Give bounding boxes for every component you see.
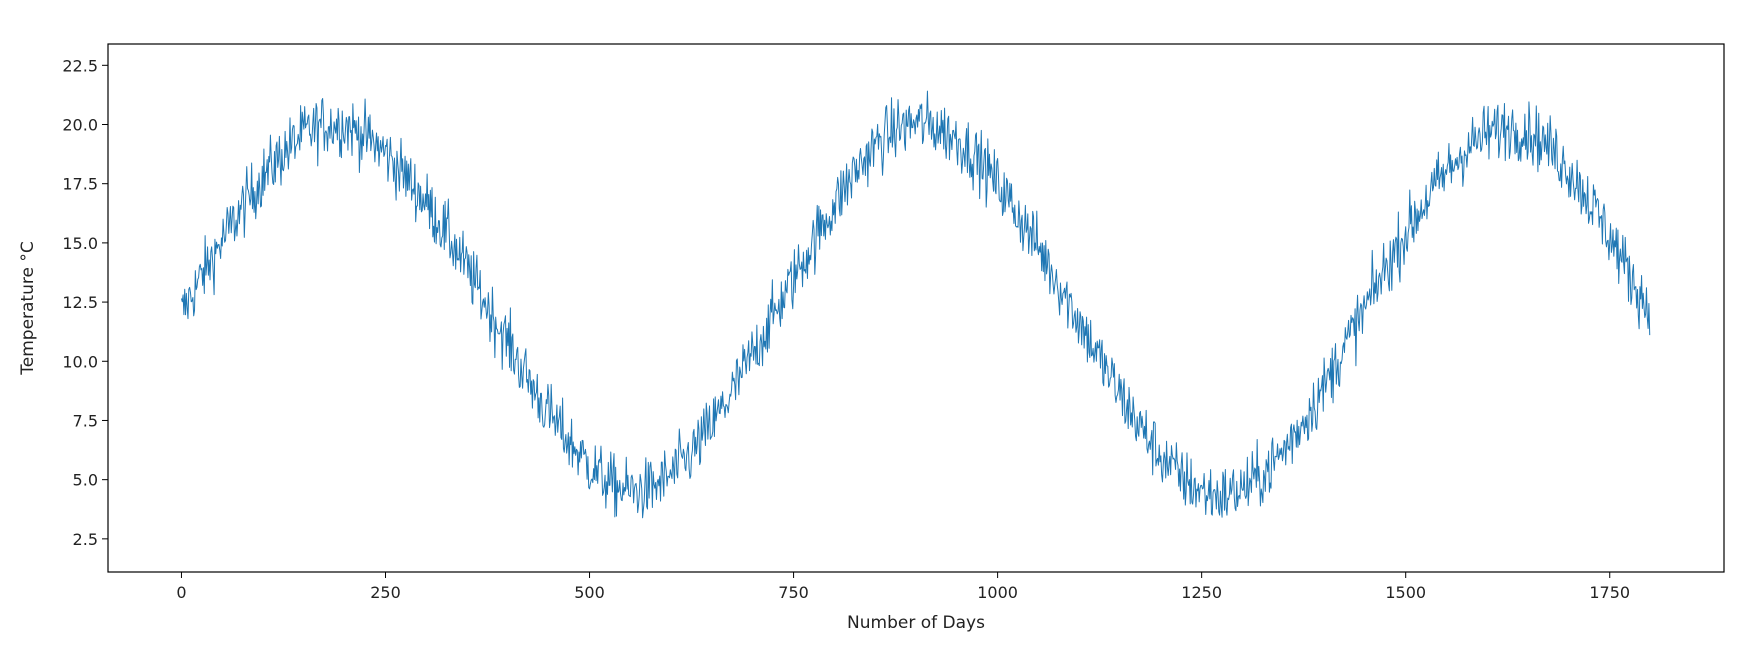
y-tick-label: 22.5 (62, 56, 98, 75)
x-tick-label: 500 (574, 583, 605, 602)
y-tick-label: 20.0 (62, 116, 98, 135)
x-tick-label: 250 (370, 583, 401, 602)
y-tick-label: 12.5 (62, 293, 98, 312)
x-tick-label: 750 (778, 583, 809, 602)
plot-background (108, 44, 1724, 572)
x-tick-label: 1500 (1385, 583, 1426, 602)
x-tick-label: 1000 (977, 583, 1018, 602)
y-tick-label: 10.0 (62, 352, 98, 371)
y-tick-label: 17.5 (62, 175, 98, 194)
x-tick-label: 1750 (1589, 583, 1630, 602)
x-tick-label: 1250 (1181, 583, 1222, 602)
x-tick-label: 0 (176, 583, 186, 602)
x-axis-label: Number of Days (847, 613, 985, 633)
y-tick-label: 15.0 (62, 234, 98, 253)
y-tick-label: 5.0 (73, 471, 98, 490)
y-tick-label: 7.5 (73, 411, 98, 430)
y-tick-label: 2.5 (73, 530, 98, 549)
y-axis-label: Temperature °C (18, 241, 38, 375)
x-axis: 0 250 500 750 1000 1250 1500 1750 (176, 572, 1630, 602)
series-layer (180, 90, 1651, 519)
plot-frame (107, 43, 1725, 573)
temperature-series-line (180, 90, 1651, 519)
y-axis: 2.5 5.0 7.5 10.0 12.5 15.0 17.5 20.0 22.5 (62, 56, 108, 549)
